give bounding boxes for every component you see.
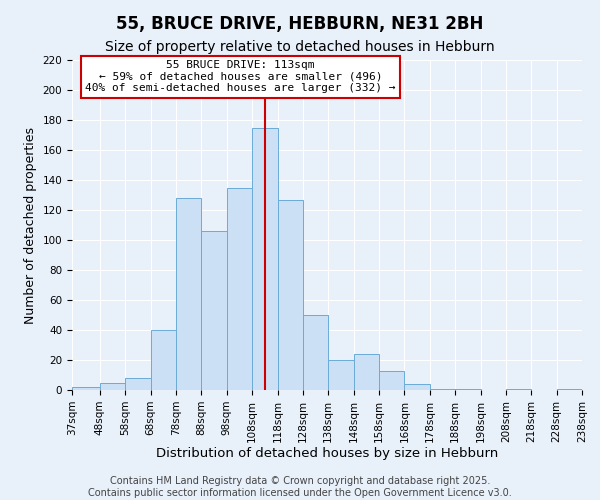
Bar (100, 382, 125, 390)
Bar (202, 231, 227, 390)
Bar (557, 388, 582, 390)
Bar (176, 198, 202, 390)
Text: 55 BRUCE DRIVE: 113sqm
← 59% of detached houses are smaller (496)
40% of semi-de: 55 BRUCE DRIVE: 113sqm ← 59% of detached… (85, 60, 395, 93)
Bar (379, 370, 404, 390)
Bar (151, 330, 176, 390)
Bar (125, 378, 151, 390)
Text: Contains HM Land Registry data © Crown copyright and database right 2025.
Contai: Contains HM Land Registry data © Crown c… (88, 476, 512, 498)
X-axis label: Distribution of detached houses by size in Hebburn: Distribution of detached houses by size … (156, 448, 498, 460)
Bar (252, 128, 278, 390)
Bar (227, 188, 252, 390)
Y-axis label: Number of detached properties: Number of detached properties (24, 126, 37, 324)
Bar (506, 388, 531, 390)
Text: Size of property relative to detached houses in Hebburn: Size of property relative to detached ho… (105, 40, 495, 54)
Bar (404, 384, 430, 390)
Bar (430, 388, 455, 390)
Text: 55, BRUCE DRIVE, HEBBURN, NE31 2BH: 55, BRUCE DRIVE, HEBBURN, NE31 2BH (116, 15, 484, 33)
Bar (353, 354, 379, 390)
Bar (72, 387, 100, 390)
Bar (303, 315, 328, 390)
Bar (328, 360, 353, 390)
Bar (278, 200, 303, 390)
Bar (455, 388, 481, 390)
